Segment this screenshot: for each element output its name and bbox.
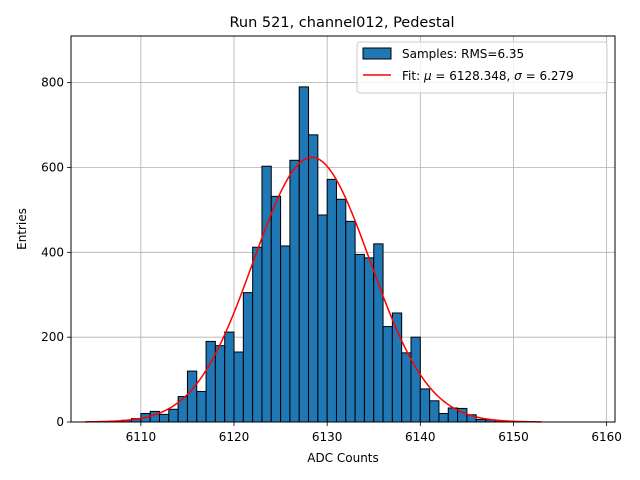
histogram-bar — [196, 390, 207, 423]
histogram-bar — [242, 292, 254, 423]
histogram-bar — [270, 195, 282, 423]
histogram-bar — [410, 336, 421, 423]
y-tick-label: 0 — [56, 415, 64, 429]
histogram-bar — [205, 340, 216, 423]
y-tick-label: 400 — [41, 245, 64, 259]
histogram-bar — [373, 243, 384, 423]
histogram-bar — [280, 245, 291, 423]
x-axis-ticks: 6110 6120 6130 6140 6150 6160 — [126, 422, 622, 444]
histogram-bar — [233, 351, 244, 423]
x-tick-label: 6120 — [219, 430, 250, 444]
x-tick-label: 6160 — [591, 430, 622, 444]
y-axis-ticks: 0 200 400 600 800 — [41, 76, 71, 429]
x-tick-label: 6140 — [405, 430, 436, 444]
histogram-bar — [308, 134, 319, 423]
histogram-bar — [252, 246, 263, 423]
legend-box — [356, 41, 608, 94]
histogram-bar — [177, 396, 188, 423]
histogram-bar — [317, 214, 328, 423]
histogram-bar — [289, 159, 300, 423]
y-tick-label: 200 — [41, 330, 64, 344]
y-axis-label: Entries — [15, 208, 29, 250]
chart-title: Run 521, channel012, Pedestal — [229, 15, 454, 31]
histogram-bar — [326, 178, 337, 423]
histogram-bar — [382, 326, 393, 423]
histogram-bar — [401, 352, 412, 423]
histogram-bar — [438, 413, 449, 423]
x-axis-label: ADC Counts — [307, 451, 379, 465]
histogram-bar — [419, 388, 431, 423]
histogram-bar — [335, 198, 347, 423]
x-tick-label: 6110 — [126, 430, 157, 444]
gaussian-fit-curve — [84, 156, 542, 423]
histogram-bar — [224, 331, 235, 423]
histogram-bar — [186, 370, 198, 423]
histogram-bar — [214, 345, 226, 423]
x-tick-label: 6130 — [312, 430, 343, 444]
x-tick-label: 6150 — [498, 430, 529, 444]
legend: Samples: RMS=6.35 Fit: μ = 6128.348, σ =… — [356, 41, 608, 94]
histogram-bar — [363, 257, 375, 423]
histogram-bar — [168, 408, 179, 423]
y-tick-label: 600 — [41, 160, 64, 174]
legend-label-fit: Fit: μ = 6128.348, σ = 6.279 — [402, 69, 574, 83]
histogram-bar — [354, 253, 365, 423]
histogram-bar — [298, 86, 310, 423]
legend-label-samples: Samples: RMS=6.35 — [402, 47, 524, 61]
histogram-bar — [429, 400, 440, 423]
y-tick-label: 800 — [41, 76, 64, 90]
histogram-bar — [261, 165, 272, 423]
histogram-bars — [121, 86, 533, 423]
plot-frame — [70, 35, 616, 423]
histogram-bar — [158, 413, 170, 423]
histogram-bar — [345, 220, 356, 423]
legend-swatch-samples — [362, 47, 392, 60]
